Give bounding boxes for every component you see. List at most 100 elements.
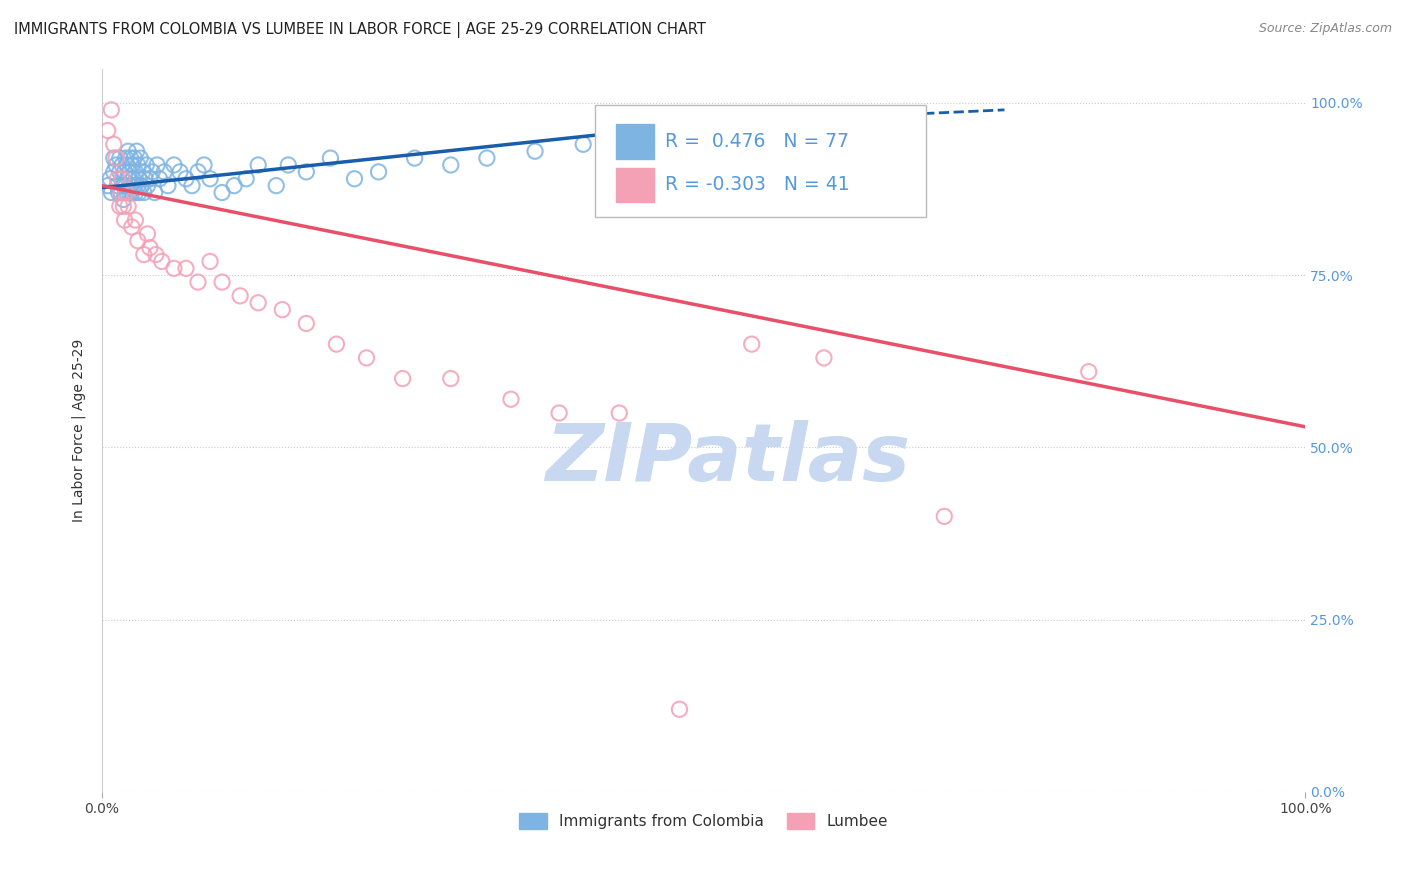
Point [211, 186, 233, 200]
Point [124, 165, 146, 179]
Point [103, 151, 125, 165]
Point [934, 509, 956, 524]
Point [128, 186, 150, 200]
Point [105, 171, 128, 186]
Point [105, 178, 128, 193]
Point [114, 178, 136, 193]
Point [127, 178, 149, 193]
Point [187, 275, 209, 289]
Point [120, 151, 142, 165]
Point [475, 151, 498, 165]
Point [111, 171, 134, 186]
Point [121, 219, 143, 234]
Point [108, 165, 131, 179]
Point [115, 186, 138, 200]
Point [163, 158, 186, 172]
Point [247, 295, 270, 310]
Point [141, 165, 163, 179]
Point [499, 392, 522, 407]
Point [97, 123, 120, 137]
Point [132, 247, 155, 261]
Point [148, 171, 170, 186]
Point [111, 171, 134, 186]
Point [187, 165, 209, 179]
Point [143, 186, 166, 200]
FancyBboxPatch shape [616, 168, 654, 202]
Text: ZIPatlas: ZIPatlas [546, 420, 910, 498]
Point [117, 199, 139, 213]
Point [108, 199, 131, 213]
Point [118, 165, 141, 179]
Point [150, 254, 173, 268]
Point [264, 178, 287, 193]
Point [343, 171, 366, 186]
Point [127, 158, 149, 172]
Point [132, 186, 155, 200]
Y-axis label: In Labor Force | Age 25-29: In Labor Force | Age 25-29 [72, 339, 86, 522]
Point [105, 158, 128, 172]
Point [198, 254, 221, 268]
Point [524, 145, 547, 159]
Point [235, 171, 257, 186]
Point [295, 317, 318, 331]
Point [146, 158, 169, 172]
Point [741, 337, 763, 351]
Point [122, 171, 145, 186]
Point [112, 199, 135, 213]
Point [112, 178, 135, 193]
Point [124, 213, 146, 227]
Point [124, 186, 146, 200]
Point [115, 158, 138, 172]
Point [112, 193, 135, 207]
Point [163, 261, 186, 276]
Point [117, 171, 139, 186]
Point [198, 171, 221, 186]
Point [114, 165, 136, 179]
Text: R = -0.303   N = 41: R = -0.303 N = 41 [665, 176, 849, 194]
Point [122, 178, 145, 193]
Legend: Immigrants from Colombia, Lumbee: Immigrants from Colombia, Lumbee [513, 806, 894, 835]
Point [103, 137, 125, 152]
Point [97, 178, 120, 193]
Point [440, 158, 463, 172]
Point [440, 371, 463, 385]
Point [136, 227, 159, 241]
Point [122, 151, 145, 165]
Point [100, 103, 122, 117]
Point [110, 186, 132, 200]
FancyBboxPatch shape [616, 124, 654, 159]
Point [319, 151, 342, 165]
Text: R =  0.476   N = 77: R = 0.476 N = 77 [665, 132, 849, 151]
Point [121, 186, 143, 200]
Point [108, 151, 131, 165]
Point [271, 302, 294, 317]
Point [100, 186, 122, 200]
Point [128, 171, 150, 186]
Point [127, 234, 149, 248]
Point [325, 337, 347, 351]
Point [120, 178, 142, 193]
Point [114, 213, 136, 227]
Text: IMMIGRANTS FROM COLOMBIA VS LUMBEE IN LABOR FORCE | AGE 25-29 CORRELATION CHART: IMMIGRANTS FROM COLOMBIA VS LUMBEE IN LA… [14, 22, 706, 38]
FancyBboxPatch shape [595, 104, 927, 217]
Point [118, 186, 141, 200]
Point [105, 151, 128, 165]
Point [181, 178, 204, 193]
Point [139, 241, 162, 255]
Point [135, 158, 157, 172]
Point [193, 158, 215, 172]
Point [211, 275, 233, 289]
Point [111, 158, 134, 172]
Point [103, 165, 125, 179]
Point [156, 178, 179, 193]
Point [548, 406, 571, 420]
Point [169, 165, 191, 179]
Point [117, 145, 139, 159]
Point [1077, 365, 1099, 379]
Point [633, 123, 655, 137]
Point [134, 171, 156, 186]
Point [572, 137, 595, 152]
Text: Source: ZipAtlas.com: Source: ZipAtlas.com [1258, 22, 1392, 36]
Point [131, 165, 153, 179]
Point [813, 351, 835, 365]
